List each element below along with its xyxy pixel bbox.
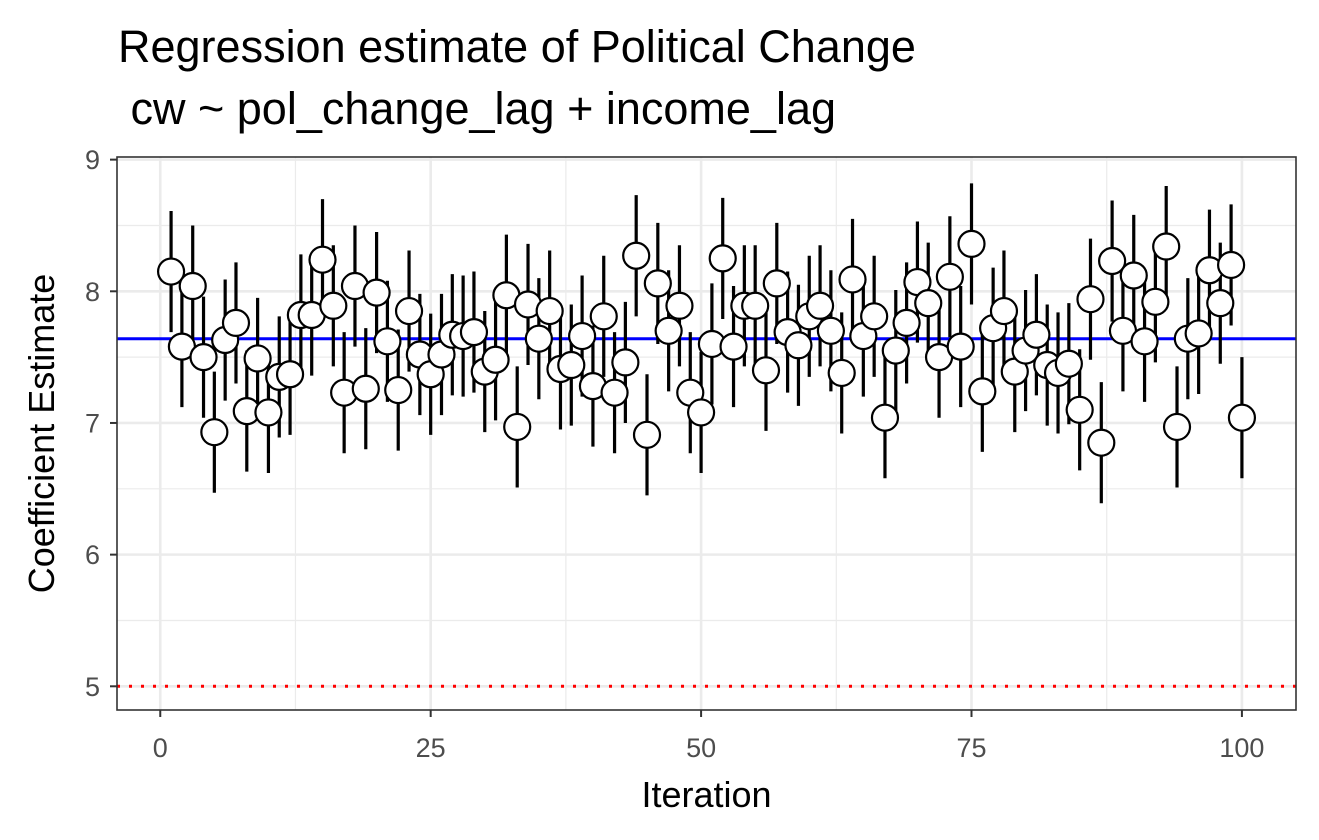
data-point (351, 374, 380, 403)
data-point (243, 344, 272, 373)
data-point (1217, 250, 1246, 280)
data-point (1054, 349, 1083, 378)
data-point (1076, 285, 1105, 314)
data-point (589, 302, 618, 331)
data-point (611, 348, 640, 377)
data-point (751, 356, 781, 385)
data-point (319, 291, 348, 320)
data-point (1141, 287, 1170, 316)
data-point (643, 269, 672, 298)
data-point (935, 262, 964, 291)
data-point (156, 257, 186, 286)
data-point (178, 271, 207, 301)
data-point (957, 229, 986, 258)
data-point (870, 403, 900, 432)
x-tick-label: 0 (153, 733, 168, 763)
data-point (827, 358, 856, 388)
data-point (1206, 289, 1235, 318)
data-point (557, 350, 586, 380)
data-point (1227, 403, 1257, 432)
data-point (1119, 261, 1148, 290)
data-point (1152, 232, 1181, 261)
axes: 0 25 50 75 100 5 6 7 8 9 (85, 145, 1264, 763)
x-axis-title: Iteration (641, 774, 771, 815)
y-tick-label: 5 (85, 672, 100, 702)
data-point (535, 296, 564, 326)
data-point (762, 269, 791, 298)
data-point (254, 398, 283, 427)
data-point (719, 332, 748, 361)
data-point (524, 324, 553, 353)
data-point (373, 327, 402, 356)
x-tick-label: 100 (1219, 733, 1264, 763)
data-point (600, 378, 629, 407)
data-point (1130, 327, 1159, 356)
data-point (784, 331, 813, 360)
data-point (968, 377, 997, 406)
data-point (632, 420, 662, 449)
data-point (622, 241, 651, 270)
data-point (892, 308, 921, 337)
data-point (481, 345, 510, 374)
data-point (816, 316, 845, 345)
data-point (860, 302, 889, 331)
plot-panel (117, 157, 1296, 710)
panel-border (116, 156, 1297, 711)
data-point (200, 418, 229, 447)
data-point (459, 318, 489, 347)
y-axis-title: Coefficient Estimate (21, 274, 62, 593)
x-tick-label: 50 (686, 733, 716, 763)
data-point (805, 291, 835, 320)
y-tick-label: 9 (85, 145, 100, 175)
data-point (665, 291, 694, 320)
y-tick-label: 8 (85, 277, 100, 307)
data-point (1162, 412, 1192, 442)
data-point (1065, 395, 1094, 424)
data-point (654, 316, 683, 345)
data-point (741, 291, 770, 320)
chart-title: Regression estimate of Political Change (118, 21, 916, 72)
data-point (503, 412, 532, 442)
x-tick-label: 25 (416, 733, 446, 763)
data-point (308, 245, 337, 274)
data-point (1184, 319, 1213, 348)
data-point (1098, 246, 1127, 276)
data-point (989, 296, 1019, 326)
data-point (568, 321, 597, 351)
data-point (881, 336, 910, 365)
data-points (156, 229, 1257, 457)
data-point (384, 375, 413, 405)
data-point (838, 265, 867, 294)
data-point (189, 343, 218, 372)
y-tick-label: 7 (85, 408, 100, 438)
chart-subtitle: cw ~ pol_change_lag + income_lag (118, 83, 837, 134)
data-point (362, 278, 391, 307)
data-point (946, 332, 975, 361)
data-point (221, 308, 251, 337)
data-point (1087, 428, 1116, 457)
data-point (686, 398, 716, 427)
data-point (275, 360, 305, 389)
data-point (1022, 320, 1051, 349)
data-point (708, 244, 737, 273)
x-tick-label: 75 (956, 733, 986, 763)
data-point (914, 289, 943, 318)
data-point (394, 296, 424, 326)
y-tick-label: 6 (85, 540, 100, 570)
